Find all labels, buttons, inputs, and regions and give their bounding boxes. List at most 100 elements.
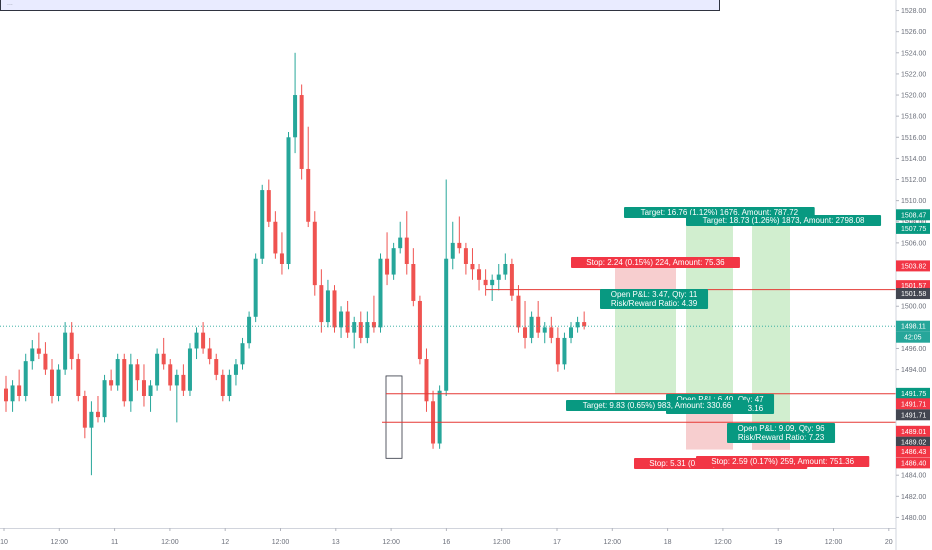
time-axis[interactable]: 10 12:00 11 12:00 12 12:00 13 12:00 16 12:00 17 12:…	[0, 528, 896, 546]
x-tick-label: 12:00	[272, 539, 290, 546]
candle	[529, 311, 534, 344]
candle	[483, 269, 488, 296]
candle-body	[115, 359, 120, 386]
candle	[89, 401, 94, 476]
price-axis[interactable]: 1480.001482.001484.001486.001488.001490.…	[895, 0, 930, 550]
y-tick-label: 1484.00	[901, 473, 926, 480]
candle	[299, 84, 304, 180]
selection-box	[385, 375, 403, 459]
candle	[417, 295, 422, 365]
price-tag-bg	[896, 425, 930, 437]
candle	[128, 353, 133, 412]
x-tick-label: 16	[443, 539, 451, 546]
y-tick-label: 1500.00	[901, 304, 926, 311]
price-tag-bg	[896, 409, 930, 421]
price-tag-bg	[896, 457, 930, 469]
x-tick-label: 17	[553, 539, 561, 546]
x-tick-label: 12:00	[493, 539, 511, 546]
countdown-bg	[896, 331, 930, 343]
position-zones	[615, 216, 790, 450]
x-tick-label: 12:00	[382, 539, 400, 546]
y-tick-label: 1516.00	[901, 135, 926, 142]
y-tick-label: 1512.00	[901, 177, 926, 184]
price-lines	[0, 289, 896, 423]
candle-body	[582, 322, 587, 327]
candle-body	[76, 359, 81, 396]
price-tag-text: 1489.02	[901, 440, 926, 447]
countdown-text: 42:05	[904, 335, 922, 342]
candle	[503, 253, 508, 280]
price-tag-bg	[896, 209, 930, 221]
stop-label-bg	[571, 257, 740, 268]
candle-body	[260, 190, 265, 259]
pnl-label-text: Open P&L: 9.09, Qty: 96	[737, 424, 825, 433]
candle	[523, 300, 528, 349]
stop-label: Stop: 2.24 (0.15%) 224, Amount: 75.36	[571, 257, 740, 268]
target-label-text: Target: 18.73 (1.26%) 1873, Amount: 2798…	[703, 216, 865, 225]
candle	[115, 353, 120, 391]
candle	[201, 322, 206, 354]
candle-body	[523, 327, 528, 338]
candle	[161, 337, 166, 370]
candle-body	[437, 390, 442, 444]
candle	[496, 264, 501, 291]
candle-body	[569, 327, 574, 338]
candle	[542, 322, 547, 344]
candle-body	[536, 316, 541, 333]
candle-body	[450, 242, 455, 259]
x-tick-label: 12:00	[604, 539, 622, 546]
candle	[470, 248, 475, 280]
candle-body	[23, 361, 28, 396]
candle-body	[187, 348, 192, 391]
x-tick-label: 11	[111, 539, 118, 546]
price-tag-text: 1491.71	[901, 401, 926, 408]
candle-body	[49, 369, 54, 396]
candle	[509, 258, 514, 301]
price-tag-text: 1486.43	[901, 449, 926, 456]
stop-label: Stop: 2.59 (0.17%) 259, Amount: 751.36	[696, 456, 870, 467]
candle	[575, 316, 580, 333]
candle	[306, 126, 311, 228]
target-label-text: Target: 16.76 (1.12%) 1676, Amount: 787.…	[641, 208, 799, 217]
candle	[227, 369, 232, 402]
y-tick-label: 1522.00	[901, 71, 926, 78]
candle-body	[371, 322, 376, 328]
candle-body	[306, 168, 311, 222]
candle-body	[273, 221, 278, 254]
candle	[391, 242, 396, 280]
candle-body	[562, 337, 567, 365]
candle-body	[4, 388, 8, 402]
candle-body	[319, 285, 324, 323]
candle-body	[509, 264, 514, 296]
candle	[36, 332, 41, 360]
candle-body	[398, 237, 403, 249]
candle	[63, 322, 68, 375]
price-tag: 1507.75	[896, 222, 930, 234]
price-tag-text: 1507.75	[901, 226, 926, 233]
candle	[339, 306, 344, 338]
candle	[4, 375, 8, 412]
candle	[240, 337, 245, 370]
candle	[266, 179, 271, 228]
candle	[187, 343, 192, 396]
candle-body	[135, 364, 140, 381]
candle-body	[253, 258, 258, 317]
candle	[273, 211, 278, 259]
candle	[549, 316, 554, 344]
candle	[516, 285, 521, 333]
candle-body	[279, 253, 284, 264]
candle	[319, 269, 324, 333]
candle-body	[345, 311, 350, 333]
candle-body	[194, 332, 199, 349]
candle	[437, 385, 442, 449]
y-tick-label: 1514.00	[901, 156, 926, 163]
banner-text: ...	[7, 0, 13, 7]
candle	[325, 279, 330, 328]
candles[interactable]	[4, 52, 587, 476]
candle	[477, 264, 482, 291]
candle-body	[148, 385, 153, 396]
candle	[536, 300, 541, 338]
candle-body	[141, 380, 146, 396]
